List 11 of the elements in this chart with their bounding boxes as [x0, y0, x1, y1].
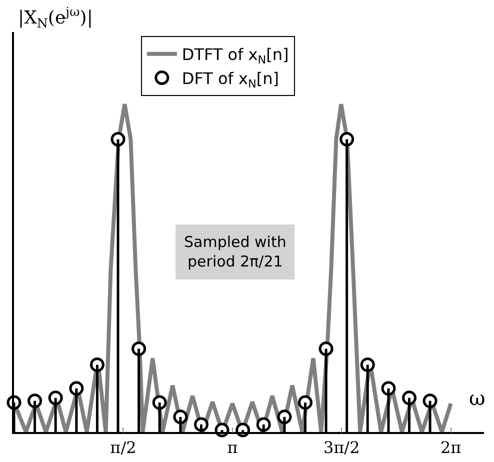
- annotation: Sampled with period 2π/21: [184, 233, 286, 270]
- x-tick-label: π/2: [110, 438, 136, 457]
- x-tick-label: 3π/2: [323, 438, 360, 457]
- point: [194, 417, 208, 432]
- x-tick-label: π: [227, 438, 238, 457]
- point: [256, 417, 271, 432]
- y-axis-title: |X$_{N}$(e$^{jω}$)|: [18, 4, 93, 30]
- x-axis-title: ω: [469, 386, 486, 410]
- legend-label: DFT of x$_{N}$[n]: [182, 68, 279, 90]
- x-tick-label: 2π: [440, 438, 462, 457]
- legend-label: DTFT of x$_{N}$[n]: [182, 45, 289, 66]
